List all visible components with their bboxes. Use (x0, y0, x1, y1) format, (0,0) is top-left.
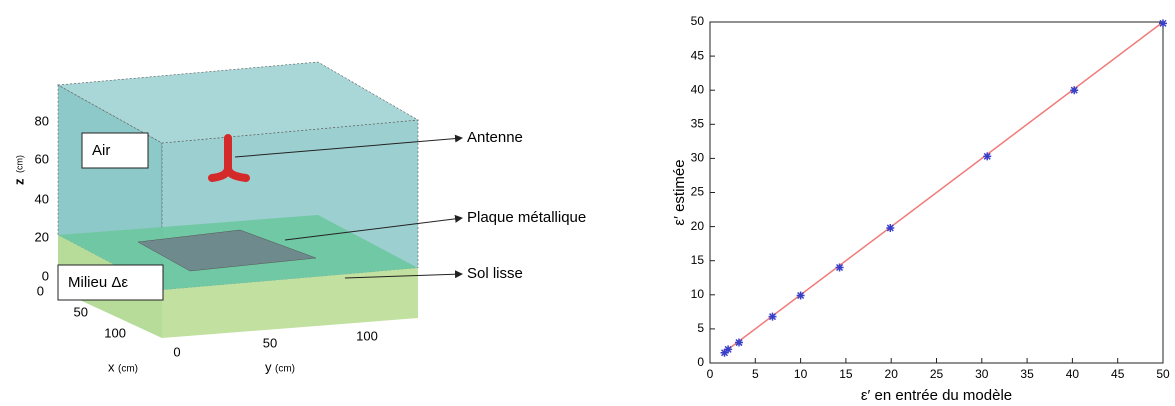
x-tick-label: 5 (752, 367, 759, 381)
y-tick-label: 0 (173, 344, 180, 359)
y-tick-label: 20 (691, 219, 705, 233)
callout-line (284, 214, 463, 241)
y-tick-label: 50 (691, 14, 705, 28)
region-label: Air (92, 142, 110, 159)
x-tick-label: 50 (1156, 367, 1170, 381)
x-tick-label: 30 (975, 367, 989, 381)
antenna (208, 134, 250, 182)
y-tick-label: 15 (691, 253, 705, 267)
z-tick-label: 20 (35, 229, 49, 244)
diagram: Antenne Plaque métallique Sol lisse Air … (11, 61, 586, 375)
y-tick-label: 35 (691, 116, 705, 130)
fit-line (723, 21, 1164, 354)
y-tick-label: 100 (356, 328, 378, 343)
point (724, 345, 733, 354)
z-axis-label: z (11, 178, 26, 185)
y-axis-label: ε′ estimée (671, 159, 688, 225)
chart: 0 5 10 15 20 25 30 35 40 45 50 0 5 10 15 20 25 30 35 40 45 50… (671, 14, 1170, 404)
z-axis-unit: (cm) (14, 155, 24, 173)
y-tick-label: 50 (263, 335, 277, 350)
x-tick-label: 25 (930, 367, 944, 381)
point (734, 338, 743, 347)
y-tick-label: 5 (697, 321, 704, 335)
point (835, 263, 844, 272)
x-axis-unit: (cm) (118, 364, 138, 375)
x-tick-label: 0 (707, 367, 714, 381)
callout-line (344, 270, 463, 279)
x-tick-label: 20 (885, 367, 899, 381)
z-tick-label: 0 (42, 268, 49, 283)
x-axis-label: ε′ en entrée du modèle (861, 387, 1012, 404)
z-tick-label: 80 (35, 113, 49, 128)
air-top-face (57, 61, 419, 144)
y-tick-label: 25 (691, 185, 705, 199)
point (1159, 19, 1167, 28)
y-tick-label: 0 (697, 355, 704, 369)
x-tick-label: 0 (37, 283, 44, 298)
x-tick-label: 100 (104, 325, 126, 340)
point (886, 223, 895, 232)
callout-label: Sol lisse (467, 265, 523, 282)
z-tick-label: 40 (35, 191, 49, 206)
x-tick-label: 40 (1066, 367, 1080, 381)
point (796, 291, 805, 300)
y-axis-label: y (265, 359, 272, 374)
point (1070, 86, 1079, 95)
label-box (57, 264, 164, 301)
point (768, 312, 777, 321)
y-tick-label: 30 (691, 151, 705, 165)
x-tick-label: 35 (1020, 367, 1034, 381)
y-tick-label: 10 (691, 287, 705, 301)
x-tick-label: 15 (839, 367, 853, 381)
y-axis-unit: (cm) (275, 364, 295, 375)
callout-label: Plaque métallique (467, 209, 586, 226)
metal-plate (137, 229, 317, 272)
x-tick-label: 10 (794, 367, 808, 381)
region-label: Milieu Δε (68, 274, 128, 291)
y-tick-label: 40 (691, 82, 705, 96)
point (983, 152, 992, 161)
callout-line (234, 134, 463, 158)
callout-label: Antenne (467, 129, 523, 146)
label-box (81, 132, 149, 169)
point (720, 348, 729, 357)
y-tick-label: 45 (691, 48, 705, 62)
x-tick-label: 45 (1111, 367, 1125, 381)
x-tick-label: 50 (74, 304, 88, 319)
soil-right-face (162, 268, 418, 338)
x-axis-label: x (108, 359, 115, 374)
z-tick-label: 60 (35, 151, 49, 166)
